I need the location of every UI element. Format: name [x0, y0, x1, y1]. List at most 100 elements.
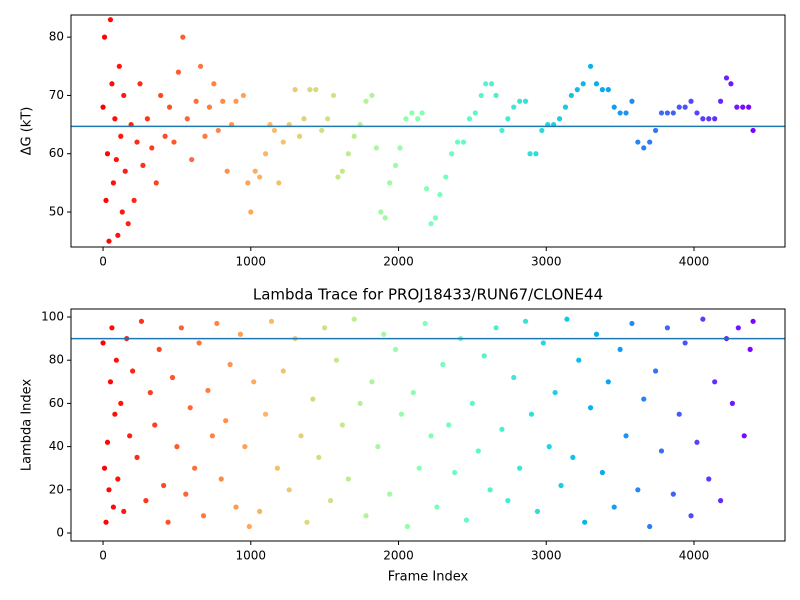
point [333, 357, 340, 363]
point [119, 209, 125, 215]
x-tick-label: 4000 [679, 255, 710, 269]
point [605, 87, 611, 93]
point [363, 98, 369, 104]
point [478, 92, 484, 99]
point [428, 433, 434, 439]
point [570, 454, 576, 461]
point [192, 465, 198, 471]
point [652, 368, 659, 374]
point [534, 508, 540, 515]
point [307, 87, 313, 93]
point [428, 221, 434, 227]
point [434, 504, 440, 510]
point [670, 110, 676, 116]
point [134, 139, 140, 145]
point [387, 491, 393, 497]
point [658, 448, 665, 454]
point [330, 92, 337, 99]
point [301, 116, 307, 122]
point [658, 110, 665, 116]
point [499, 127, 505, 134]
point [472, 110, 478, 116]
point [629, 98, 635, 104]
point [463, 517, 470, 523]
point [369, 92, 375, 99]
point [706, 476, 712, 482]
point [257, 508, 263, 515]
y-tick-label: 50 [49, 205, 64, 219]
point [528, 411, 535, 417]
point [153, 180, 159, 186]
point [369, 379, 375, 385]
point [125, 221, 131, 227]
point [505, 116, 511, 122]
point [104, 439, 111, 445]
point [378, 209, 384, 215]
point [617, 110, 623, 116]
point [419, 110, 425, 116]
point [605, 379, 611, 385]
point [274, 465, 280, 471]
point [113, 357, 119, 363]
point [546, 444, 552, 450]
point [676, 411, 682, 417]
point [197, 63, 204, 69]
point [218, 476, 224, 482]
point [183, 491, 189, 497]
point [664, 110, 671, 116]
point [233, 504, 239, 510]
point [137, 81, 143, 87]
y-tick-label: 100 [41, 309, 64, 323]
point [357, 400, 363, 406]
point [233, 98, 239, 104]
point [469, 400, 475, 406]
x-tick-label: 2000 [383, 549, 414, 563]
point [112, 116, 118, 122]
point [623, 433, 629, 439]
point [351, 133, 357, 139]
y-tick-label: 70 [49, 88, 64, 102]
point [327, 498, 334, 504]
point [397, 145, 403, 151]
x-tick-label: 1000 [236, 549, 267, 563]
point [138, 318, 145, 324]
point [103, 197, 109, 203]
point [432, 215, 439, 221]
point [104, 151, 111, 157]
point [392, 346, 399, 352]
y-tick-label: 80 [49, 353, 64, 367]
point [647, 139, 653, 145]
point [593, 81, 600, 87]
point [152, 422, 158, 428]
point [156, 346, 162, 352]
point [134, 454, 140, 461]
point [416, 465, 422, 471]
point [110, 504, 116, 510]
point [593, 331, 600, 337]
point [576, 357, 582, 363]
point [635, 139, 641, 145]
point [527, 151, 533, 157]
point [178, 325, 184, 331]
point [580, 81, 586, 87]
point [481, 353, 487, 359]
point [617, 346, 623, 352]
x-axis-label: Frame Index [388, 570, 469, 585]
point [694, 110, 700, 116]
point [460, 139, 467, 145]
point [268, 318, 275, 324]
point [257, 174, 263, 180]
point [248, 209, 254, 215]
point [251, 379, 257, 385]
y-tick-label: 40 [49, 439, 64, 453]
point [387, 180, 393, 186]
point [106, 238, 112, 244]
point [109, 81, 115, 87]
point [511, 104, 517, 110]
x-tick-label: 4000 [679, 549, 710, 563]
point [641, 145, 647, 151]
point [107, 17, 114, 23]
point [723, 75, 730, 81]
point [174, 444, 180, 450]
point [101, 465, 108, 471]
